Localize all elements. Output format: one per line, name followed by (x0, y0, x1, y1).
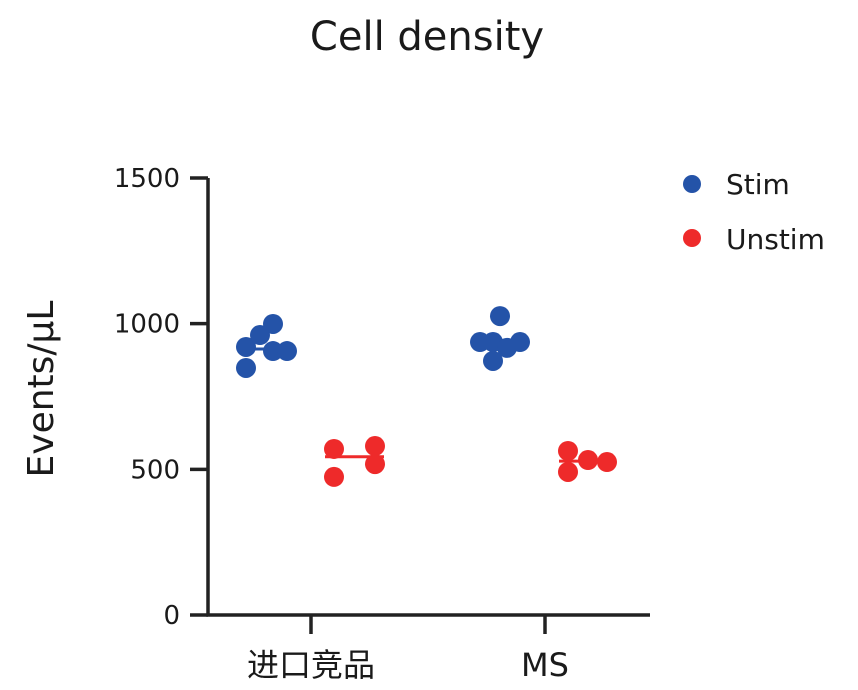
data-point (483, 350, 503, 371)
y-tick-label: 1000 (114, 310, 180, 340)
data-point (597, 452, 617, 473)
y-axis-title: Events/μL (21, 301, 62, 478)
median-lines (246, 343, 597, 463)
x-ticks: 进口竞品 MS (247, 615, 569, 684)
x-tick-label: MS (521, 646, 569, 684)
y-tick-label: 0 (163, 601, 180, 631)
data-point (558, 440, 578, 461)
data-point (324, 438, 344, 459)
y-tick-label: 1500 (114, 164, 180, 194)
data-point (365, 454, 385, 475)
y-tick-label: 500 (130, 455, 180, 485)
y-axis-label: Events/μL (21, 301, 62, 478)
data-point (236, 357, 256, 378)
chart-title: Cell density (310, 14, 544, 60)
data-point (558, 461, 578, 482)
data-point (236, 336, 256, 357)
legend-marker-stim (683, 175, 701, 193)
data-point (324, 466, 344, 487)
data-point (263, 341, 283, 362)
axes (206, 178, 650, 617)
legend-label-stim: Stim (726, 168, 790, 201)
legend-marker-unstim (683, 229, 701, 247)
y-ticks: 0 500 1000 1500 (114, 164, 208, 631)
data-point (250, 325, 270, 346)
x-tick-label: 进口竞品 (247, 646, 375, 684)
data-point (277, 341, 297, 362)
legend-label-unstim: Unstim (726, 223, 825, 256)
legend: Stim Unstim (683, 168, 825, 256)
data-point (510, 332, 530, 353)
data-point (365, 436, 385, 457)
data-point (263, 313, 283, 334)
data-point (490, 306, 510, 327)
data-points (236, 306, 617, 487)
